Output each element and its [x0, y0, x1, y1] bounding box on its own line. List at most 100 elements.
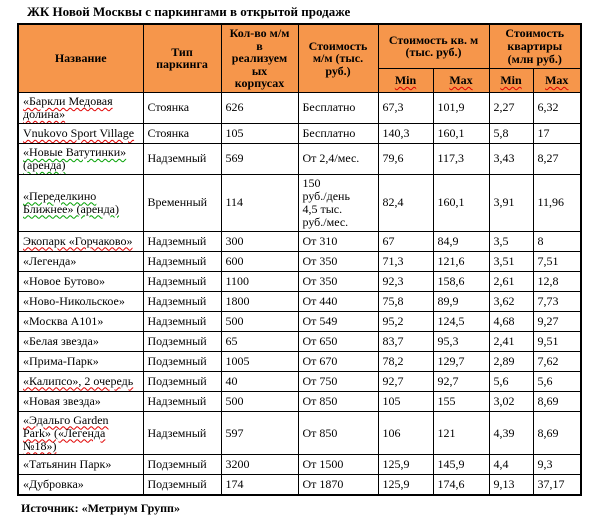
cell-price: От 310 — [297, 230, 379, 252]
sqm-max-text: 95,3 — [437, 333, 459, 348]
flat-min-text: 5,8 — [493, 125, 509, 140]
type-text: Надземный — [147, 273, 207, 288]
col-header-name: Название — [17, 23, 144, 93]
cell-name: «Москва А101» — [17, 310, 144, 332]
sqm-max-text: 101,9 — [437, 100, 465, 115]
cell-flat-min: 9,13 — [488, 474, 534, 496]
flat-max-text: 9,3 — [537, 457, 553, 472]
sqm-min-text: 140,3 — [382, 125, 410, 140]
cell-sqm-min: 125,9 — [377, 454, 434, 476]
price-text: От 350 — [302, 273, 338, 288]
cell-flat-min: 3,51 — [488, 250, 534, 272]
cell-count: 626 — [220, 91, 299, 124]
cell-sqm-max: 89,9 — [432, 290, 490, 312]
type-text: Надземный — [147, 233, 207, 248]
table-row: «Новая звезда» Надземный 500 От 850 105 155 3,… — [17, 390, 582, 412]
cell-sqm-min: 75,8 — [377, 290, 434, 312]
table-body: «Баркли Медовая долина» Стоянка 626 Бесплат… — [17, 91, 582, 496]
cell-flat-min: 5,6 — [488, 370, 534, 392]
cell-count: 500 — [220, 310, 299, 332]
cell-flat-min: 2,27 — [488, 91, 534, 124]
cell-flat-max: 12,8 — [532, 270, 582, 292]
sqm-max-text: 160,1 — [437, 195, 465, 210]
count-text: 65 — [225, 333, 238, 348]
table-row: «Баркли Медовая долина» Стоянка 626 Бесплат… — [17, 91, 582, 124]
table-row: «Москва А101» Надземный 500 От 549 95,2 124,5… — [17, 310, 582, 332]
header-row-minmax: Min Max Min Max — [18, 67, 582, 93]
flat-min-text: 3,5 — [493, 233, 509, 248]
source-note: Источник: «Метриум Групп» — [21, 500, 180, 515]
count-text: 1800 — [225, 293, 250, 308]
cell-count: 65 — [220, 330, 299, 352]
col-header-sqm-max: Max — [432, 67, 490, 93]
table-title: ЖК Новой Москвы с паркингами в открытой … — [27, 4, 351, 19]
count-text: 626 — [225, 100, 244, 115]
col-header-parking-type: Тип паркинга — [142, 23, 222, 93]
cell-flat-max: 8,27 — [532, 142, 582, 175]
flat-min-text: 3,02 — [493, 393, 515, 408]
cell-price: От 440 — [297, 290, 379, 312]
sqm-max-text: 121 — [437, 425, 456, 440]
cell-sqm-min: 78,2 — [377, 350, 434, 372]
cell-sqm-min: 95,2 — [377, 310, 434, 332]
type-text: Стоянка — [147, 100, 190, 115]
cell-flat-min: 3,62 — [488, 290, 534, 312]
cell-flat-max: 7,51 — [532, 250, 582, 272]
cell-flat-max: 7,62 — [532, 350, 582, 372]
price-text: От 1870 — [302, 477, 344, 492]
sqm-min-label: Min — [394, 72, 417, 87]
cell-flat-max: 6,32 — [532, 91, 582, 124]
price-text: От 650 — [302, 333, 338, 348]
name-text: «Баркли Медовая долина» — [23, 93, 113, 121]
flat-max-text: 8 — [537, 233, 544, 248]
sqm-max-text: 84,9 — [437, 233, 459, 248]
cell-price: 150 руб./день 4,5 тыс. руб./мес. — [297, 173, 379, 232]
flat-max-text: 12,8 — [537, 273, 559, 288]
name-text: «Эдальго Garden Park» («Легенда №18») — [23, 412, 109, 453]
flat-max-text: 9,51 — [537, 333, 559, 348]
price-text: От 350 — [302, 253, 338, 268]
cell-count: 600 — [220, 250, 299, 272]
flat-min-text: 3,43 — [493, 151, 515, 166]
price-text: Бесплатно — [302, 100, 356, 115]
price-text: От 2,4/мес. — [302, 151, 360, 166]
price-text: От 1500 — [302, 457, 344, 472]
flat-max-text: 5,6 — [537, 373, 553, 388]
cell-count: 569 — [220, 142, 299, 175]
cell-sqm-min: 105 — [377, 390, 434, 412]
cell-price: От 750 — [297, 370, 379, 392]
name-text: Vnukovo Sport Village — [23, 125, 135, 140]
count-text: 600 — [225, 253, 244, 268]
sqm-max-text: 117,3 — [437, 151, 465, 166]
name-text: «Переделкино Ближнее» (аренда) — [23, 188, 120, 216]
cell-flat-min: 3,91 — [488, 173, 534, 232]
count-text: 1100 — [225, 273, 250, 288]
cell-sqm-max: 145,9 — [432, 454, 490, 476]
sqm-min-text: 82,4 — [382, 195, 404, 210]
sqm-min-text: 125,9 — [382, 477, 410, 492]
cell-name: «Новая звезда» — [17, 390, 144, 412]
table-row: «Новое Бутово» Надземный 1100 От 350 92,3 158… — [17, 270, 582, 292]
name-text: «Ново-Никольское» — [23, 293, 125, 308]
count-text: 1005 — [225, 353, 250, 368]
col-header-price-mm: Стоимость м/м (тыс. руб.) — [297, 23, 379, 93]
sqm-max-text: 124,5 — [437, 313, 465, 328]
sqm-min-text: 105 — [382, 393, 401, 408]
sqm-min-text: 78,2 — [382, 353, 404, 368]
cell-flat-max: 7,73 — [532, 290, 582, 312]
cell-flat-max: 9,3 — [532, 454, 582, 476]
cell-sqm-max: 160,1 — [432, 122, 490, 144]
cell-price: От 350 — [297, 270, 379, 292]
flat-max-text: 8,69 — [537, 425, 559, 440]
type-text: Подземный — [147, 477, 207, 492]
name-text: «Белая звезда» — [23, 333, 99, 348]
price-text: От 440 — [302, 293, 338, 308]
type-text: Надземный — [147, 293, 207, 308]
cell-flat-max: 8,69 — [532, 390, 582, 412]
sqm-min-text: 83,7 — [382, 333, 404, 348]
cell-flat-max: 9,51 — [532, 330, 582, 352]
sqm-max-text: 145,9 — [437, 457, 465, 472]
sqm-min-text: 106 — [382, 425, 401, 440]
cell-flat-min: 4,68 — [488, 310, 534, 332]
sqm-min-text: 92,3 — [382, 273, 404, 288]
